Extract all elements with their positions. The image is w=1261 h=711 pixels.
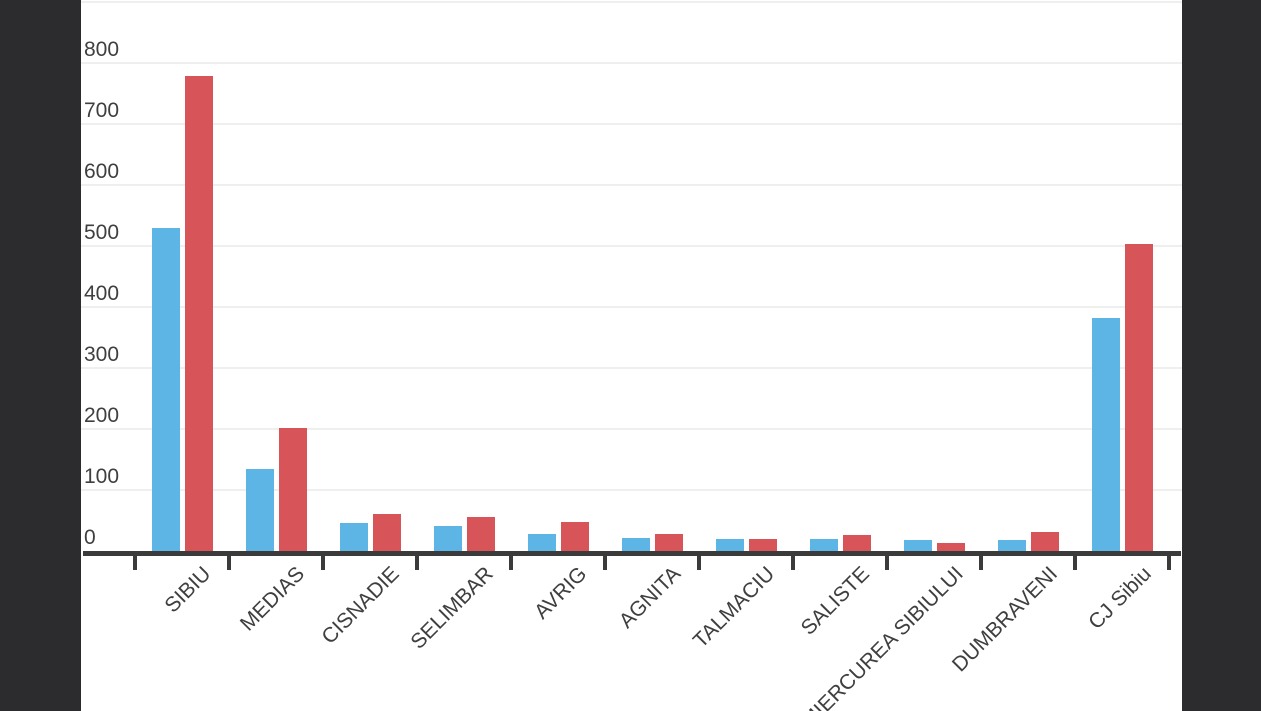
bar-selimbar-series-red[interactable] (467, 517, 495, 551)
x-axis-tick-0 (133, 555, 137, 570)
x-axis-label-cisnadie: CISNADIE (317, 562, 404, 649)
gridline-y-700 (81, 123, 1182, 125)
bar-dumbraveni-series-red[interactable] (1031, 532, 1059, 551)
x-axis-label-talmaciu: TALMACIU (689, 562, 780, 653)
bar-avrig-series-blue[interactable] (528, 534, 556, 551)
x-axis-label-miercurea-sibiului: MIERCUREA SIBIULUI (796, 562, 968, 711)
y-axis-label-400: 400 (84, 282, 120, 305)
x-axis-tick-1 (227, 555, 231, 570)
gridline-y-200 (81, 428, 1182, 430)
x-axis-tick-10 (1073, 555, 1077, 570)
right-letterbox-band (1182, 0, 1261, 711)
bar-selimbar-series-blue[interactable] (434, 526, 462, 551)
x-axis-tick-7 (791, 555, 795, 570)
x-axis-tick-9 (979, 555, 983, 570)
x-axis-tick-5 (603, 555, 607, 570)
bar-avrig-series-red[interactable] (561, 522, 589, 551)
bar-agnita-series-blue[interactable] (622, 538, 650, 551)
bar-medias-series-blue[interactable] (246, 469, 274, 551)
left-letterbox-band (0, 0, 81, 711)
bar-agnita-series-red[interactable] (655, 534, 683, 551)
bar-cj-sibiu-series-blue[interactable] (1092, 318, 1120, 551)
x-axis-label-saliste: SALISTE (796, 562, 874, 640)
y-axis-label-200: 200 (84, 404, 120, 427)
x-axis-tick-2 (321, 555, 325, 570)
bar-cisnadie-series-red[interactable] (373, 514, 401, 551)
gridline-y-800 (81, 62, 1182, 64)
x-axis-label-sibiu: SIBIU (160, 562, 216, 618)
bar-sibiu-series-red[interactable] (185, 76, 213, 551)
bar-miercurea-sibiului-series-blue[interactable] (904, 540, 932, 551)
x-axis-label-agnita: AGNITA (615, 562, 686, 633)
y-axis-label-800: 800 (84, 38, 120, 61)
x-axis-tick-11 (1167, 555, 1171, 570)
bar-talmaciu-series-blue[interactable] (716, 539, 744, 551)
x-axis-label-selimbar: SELIMBAR (406, 562, 498, 654)
bar-chart-plot-area[interactable]: 0 100 200 300 400 500 600 700 800 SIBIU MEDIAS CISN… (81, 0, 1182, 711)
y-axis-label-100: 100 (84, 465, 120, 488)
x-axis-tick-3 (415, 555, 419, 570)
gridline-y-300 (81, 367, 1182, 369)
bar-medias-series-red[interactable] (279, 428, 307, 551)
y-axis-label-300: 300 (84, 343, 120, 366)
x-axis-label-medias: MEDIAS (236, 562, 310, 636)
x-axis-line (83, 551, 1181, 556)
x-axis-tick-8 (885, 555, 889, 570)
gridline-y-400 (81, 306, 1182, 308)
y-axis-label-500: 500 (84, 221, 120, 244)
x-axis-tick-4 (509, 555, 513, 570)
gridline-y-600 (81, 184, 1182, 186)
x-axis-tick-6 (697, 555, 701, 570)
bar-miercurea-sibiului-series-red[interactable] (937, 543, 965, 551)
gridline-y-900 (81, 1, 1182, 3)
y-axis-label-600: 600 (84, 160, 120, 183)
bar-dumbraveni-series-blue[interactable] (998, 540, 1026, 551)
y-axis-label-700: 700 (84, 99, 120, 122)
bar-saliste-series-red[interactable] (843, 535, 871, 551)
gridline-y-100 (81, 489, 1182, 491)
gridline-y-500 (81, 245, 1182, 247)
bar-cj-sibiu-series-red[interactable] (1125, 244, 1153, 551)
bar-cisnadie-series-blue[interactable] (340, 523, 368, 551)
x-axis-label-avrig: AVRIG (530, 562, 592, 624)
bar-talmaciu-series-red[interactable] (749, 539, 777, 551)
bar-sibiu-series-blue[interactable] (152, 228, 180, 551)
bar-saliste-series-blue[interactable] (810, 539, 838, 551)
y-axis-label-0: 0 (84, 526, 96, 549)
x-axis-label-cj-sibiu: CJ Sibiu (1083, 562, 1156, 634)
